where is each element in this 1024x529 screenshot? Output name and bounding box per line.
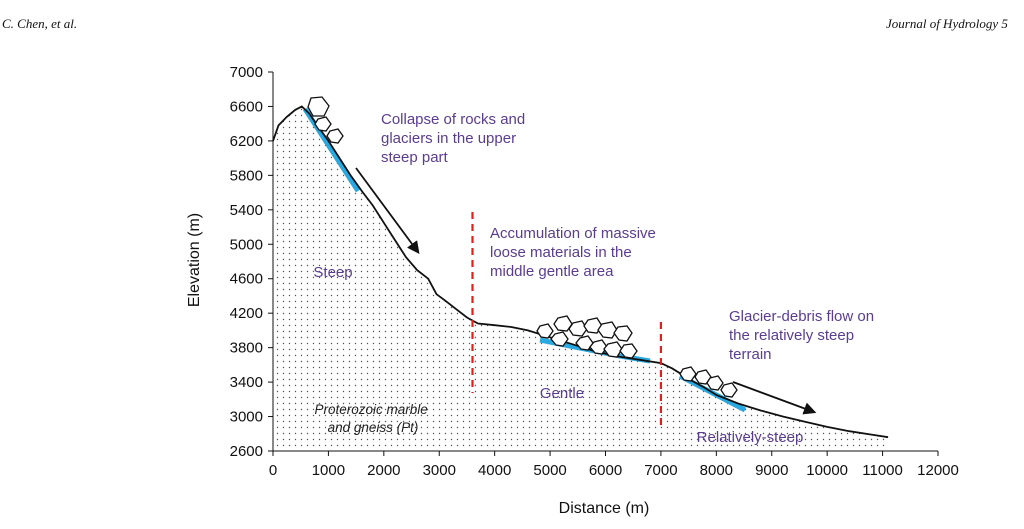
running-header-journal: Journal of Hydrology 5 — [886, 16, 1008, 31]
region-label-relatively-steep: Relatively-steep — [697, 429, 804, 446]
y-tick-label: 7000 — [230, 64, 263, 81]
middle-boulders — [536, 315, 638, 359]
upper-collapse-flow — [302, 107, 361, 193]
region-label-gentle: Gentle — [540, 385, 584, 402]
annotation-glacier-debris: Glacier-debris flow on the relatively st… — [729, 308, 878, 363]
y-tick-label: 5800 — [230, 167, 263, 184]
x-tick-label: 7000 — [644, 462, 677, 479]
annotation-collapse: Collapse of rocks and glaciers in the up… — [381, 111, 529, 166]
region-label-steep: Steep — [313, 264, 352, 281]
x-tick-label: 2000 — [367, 462, 400, 479]
y-axis-title: Elevation (m) — [186, 213, 203, 307]
upper-boulders — [307, 96, 344, 144]
lower-boulders — [679, 366, 738, 398]
y-tick-label: 3000 — [230, 409, 263, 426]
x-tick-label: 11000 — [862, 462, 903, 479]
lower-flow-arrow — [732, 381, 817, 415]
geology-dotted-fill — [273, 106, 889, 451]
x-tick-label: 10000 — [806, 462, 848, 479]
x-tick-label: 1000 — [312, 462, 345, 479]
x-tick-label: 6000 — [589, 462, 622, 479]
y-tick-label: 4200 — [230, 305, 263, 322]
x-tick-label: 9000 — [755, 462, 788, 479]
x-axis-title: Distance (m) — [559, 500, 650, 517]
upper-flow-arrow — [355, 167, 420, 255]
y-tick-label: 5400 — [230, 202, 263, 219]
y-tick-label: 2600 — [230, 443, 263, 460]
x-tick-label: 4000 — [478, 462, 511, 479]
x-tick-label: 5000 — [533, 462, 566, 479]
y-tick-label: 3400 — [230, 374, 263, 391]
x-tick-label: 0 — [269, 462, 277, 479]
y-tick-label: 4600 — [230, 271, 263, 288]
y-tick-label: 6600 — [230, 98, 263, 115]
x-tick-label: 12000 — [917, 462, 959, 479]
annotation-accumulation: Accumulation of massive loose materials … — [490, 225, 660, 280]
y-tick-label: 5000 — [230, 236, 263, 253]
running-header-author: C. Chen, et al. — [2, 16, 78, 31]
x-tick-label: 8000 — [700, 462, 733, 479]
y-tick-label: 3800 — [230, 340, 263, 357]
lithology-label: Proterozoic marble and gneiss (Pt) — [314, 402, 431, 435]
x-tick-label: 3000 — [423, 462, 456, 479]
elevation-profile-line — [272, 105, 889, 439]
y-tick-label: 6200 — [230, 133, 263, 150]
